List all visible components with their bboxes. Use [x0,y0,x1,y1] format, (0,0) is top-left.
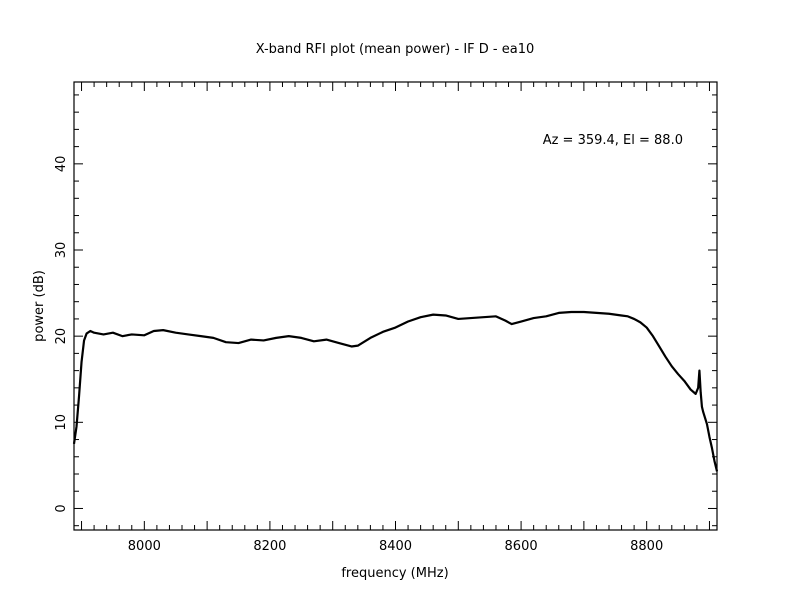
x-tick-labels: 8000 8200 8400 8600 8800 [128,539,663,554]
y-tick-labels: 0 10 20 30 40 [54,156,69,513]
plot-frame [73,81,718,531]
y-tick-label: 20 [54,328,69,345]
x-tick-label: 8200 [253,539,286,554]
chart-title: X-band RFI plot (mean power) - IF D - ea… [256,42,535,57]
y-tick-label: 30 [54,242,69,259]
series-line [72,310,719,472]
y-tick-label: 0 [54,504,69,512]
x-tick-label: 8400 [379,539,412,554]
y-axis-label: power (dB) [32,270,47,342]
axis-ticks [74,82,717,530]
x-tick-label: 8600 [505,539,538,554]
x-axis-label: frequency (MHz) [341,566,448,581]
x-tick-label: 8800 [630,539,663,554]
y-tick-label: 40 [54,156,69,173]
y-tick-label: 10 [54,414,69,431]
x-tick-label: 8000 [128,539,161,554]
pointing-annotation: Az = 359.4, El = 88.0 [543,133,683,148]
